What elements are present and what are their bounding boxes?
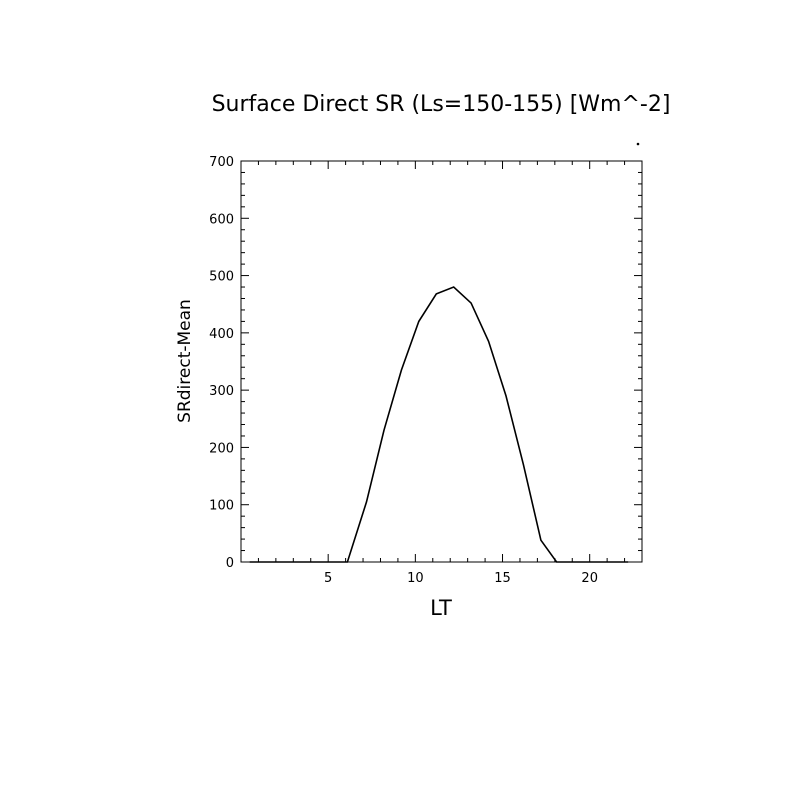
- plot-frame: [240, 160, 643, 563]
- y-axis-label: SRdirect-Mean: [175, 299, 195, 423]
- y-tick-label: 600: [209, 212, 234, 227]
- x-minor-ticks: [257, 161, 626, 562]
- y-minor-ticks: [241, 171, 642, 552]
- y-tick-label: 700: [209, 155, 234, 170]
- corner-dot: [636, 142, 640, 146]
- x-ticks: [327, 161, 591, 562]
- y-tick-label: 0: [226, 556, 234, 571]
- x-tick-label: 10: [407, 571, 424, 586]
- y-ticks: [241, 160, 642, 563]
- y-tick-label: 300: [209, 384, 234, 399]
- x-tick-label: 15: [494, 571, 511, 586]
- chart-title: Surface Direct SR (Ls=150-155) [Wm^-2]: [212, 92, 671, 117]
- series-layer: [249, 286, 629, 563]
- y-tick-label: 400: [209, 327, 234, 342]
- x-tick-label: 20: [581, 571, 598, 586]
- y-tick-labels: 0 100 200 300 400 500 600 700: [209, 155, 234, 571]
- x-axis-label: LT: [430, 596, 452, 620]
- y-tick-label: 200: [209, 441, 234, 456]
- y-tick-label: 500: [209, 270, 234, 285]
- x-tick-label: 5: [324, 571, 332, 586]
- x-tick-labels: 5 10 15 20: [324, 571, 598, 586]
- y-tick-label: 100: [209, 499, 234, 514]
- series-line: [249, 286, 629, 563]
